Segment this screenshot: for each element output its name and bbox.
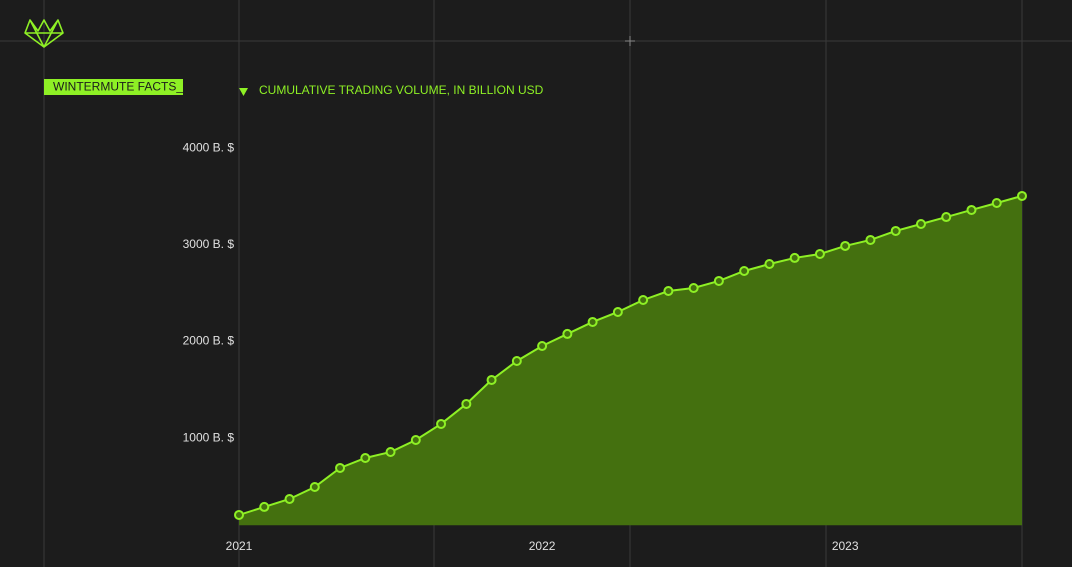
x-tick-label: 2023 bbox=[832, 539, 859, 553]
point bbox=[385, 447, 396, 458]
point bbox=[511, 356, 522, 367]
point bbox=[259, 501, 270, 512]
point bbox=[1017, 190, 1027, 201]
point bbox=[688, 283, 699, 294]
point bbox=[814, 248, 825, 259]
logo bbox=[24, 19, 64, 48]
y-tick-label: 2000 B. $ bbox=[183, 334, 235, 348]
point bbox=[966, 204, 977, 215]
point bbox=[663, 286, 674, 297]
chart-title: CUMULATIVE TRADING VOLUME, IN BILLION US… bbox=[259, 83, 544, 97]
y-tick-label: 4000 B. $ bbox=[183, 140, 235, 154]
point bbox=[461, 398, 472, 409]
point bbox=[335, 462, 346, 473]
tag: WINTERMUTE FACTS_ bbox=[53, 80, 183, 94]
point bbox=[562, 328, 573, 339]
x-tick-label: 2021 bbox=[226, 539, 253, 553]
point bbox=[486, 374, 497, 385]
point bbox=[612, 306, 623, 317]
point bbox=[890, 225, 901, 236]
point bbox=[739, 265, 750, 276]
point bbox=[587, 316, 598, 327]
point bbox=[991, 198, 1002, 209]
point bbox=[865, 234, 876, 245]
area bbox=[239, 195, 1022, 526]
y-tick-label: 3000 B. $ bbox=[183, 237, 235, 251]
y-tick-label: 1000 B. $ bbox=[183, 430, 235, 444]
point bbox=[234, 509, 244, 520]
tag-box bbox=[44, 79, 183, 95]
point bbox=[537, 341, 548, 352]
point bbox=[764, 259, 775, 270]
title-marker bbox=[239, 88, 248, 96]
point bbox=[840, 240, 851, 251]
point bbox=[410, 435, 421, 446]
point bbox=[284, 493, 295, 504]
point bbox=[941, 212, 952, 223]
point bbox=[436, 418, 447, 429]
point bbox=[360, 452, 371, 463]
point bbox=[915, 218, 926, 229]
point bbox=[309, 482, 320, 493]
point bbox=[789, 252, 800, 263]
crosshair bbox=[625, 36, 635, 46]
point bbox=[638, 294, 649, 305]
x-tick-label: 2022 bbox=[529, 539, 556, 553]
point bbox=[713, 275, 724, 286]
